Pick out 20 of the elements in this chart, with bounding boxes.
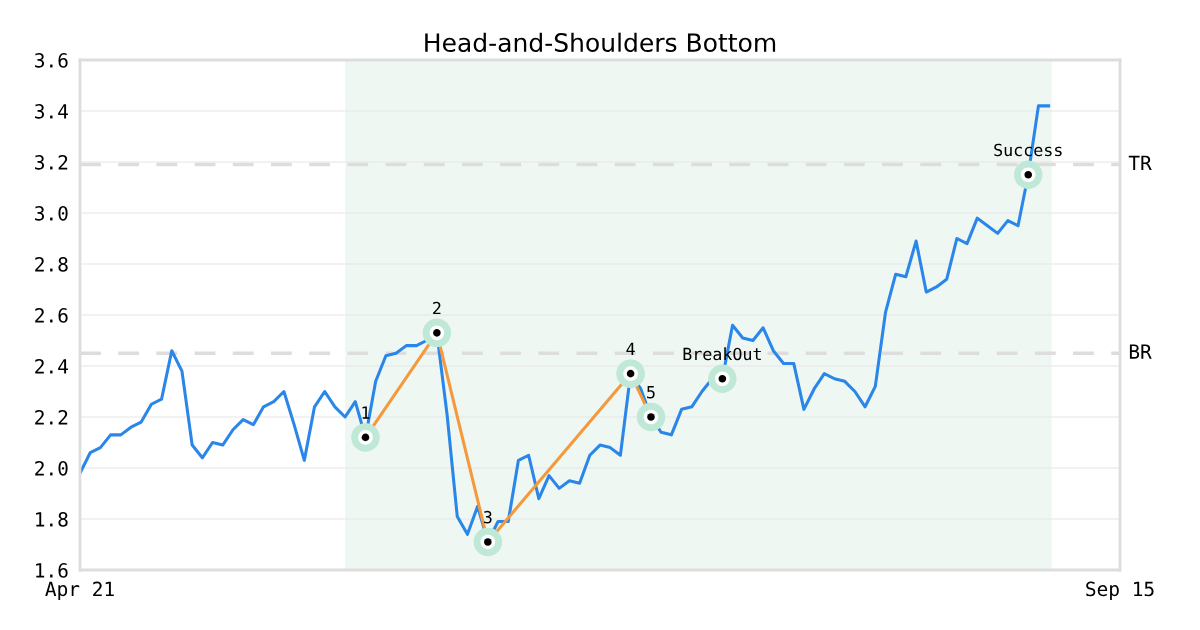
series-label: 4 [626,342,635,355]
ref-line-label: TR [1128,155,1152,170]
y-tick-label: 2.8 [35,257,68,272]
y-tick-label: 3.2 [35,155,68,170]
series-label: 2 [433,301,441,315]
y-tick-label: 1.6 [36,563,68,578]
x-tick-label: Sep 15 [1086,581,1154,601]
y-tick-label: 2.6 [35,308,68,323]
y-tick-label: 3.6 [35,53,68,68]
series-label: 3 [483,510,492,524]
x-tick-label: Apr 21 [45,581,114,601]
ref-line-label: BR [1129,344,1152,359]
y-tick-label: 2.2 [35,410,68,425]
y-tick-label: 2.4 [35,359,68,374]
y-tick-label: 2.0 [35,461,68,476]
y-tick-label: 1.8 [36,512,68,527]
chart-title: Head-and-Shoulders Bottom [425,32,776,53]
series-label: 5 [647,386,655,399]
y-tick-label: 3.0 [35,206,68,221]
y-tick-label: 3.4 [35,104,68,119]
